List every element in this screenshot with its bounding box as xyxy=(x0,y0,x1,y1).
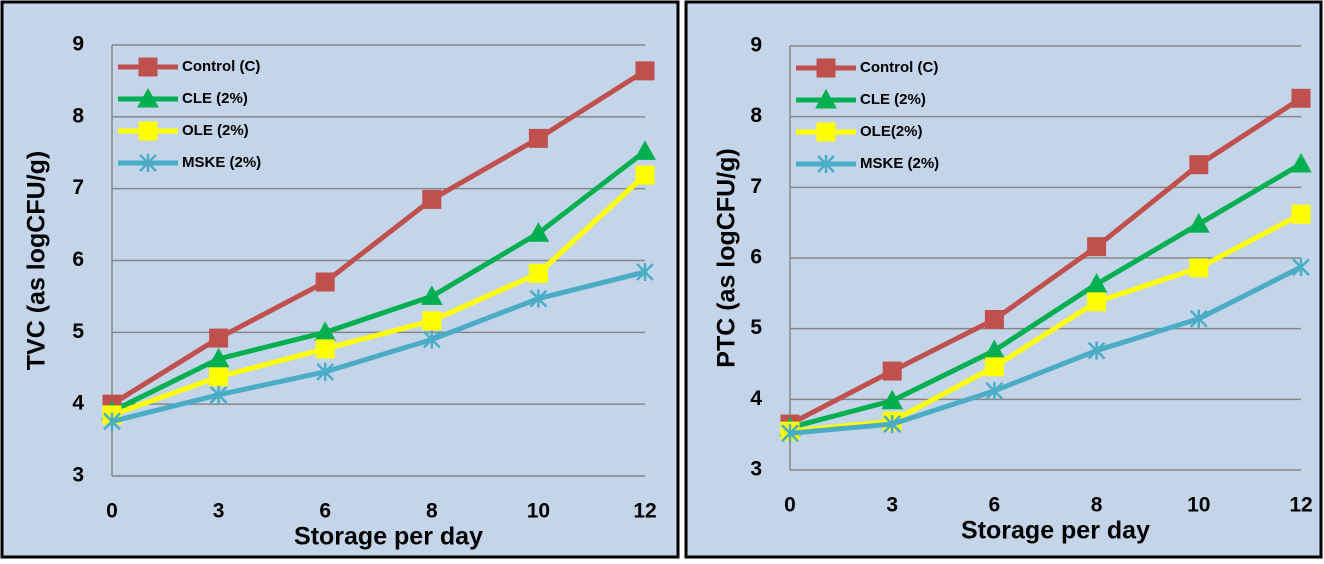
marker xyxy=(137,87,159,108)
legend-label: CLE (2%) xyxy=(860,91,926,108)
legend-label: OLE (2%) xyxy=(182,122,249,139)
x-tick-label: 0 xyxy=(784,494,796,517)
marker xyxy=(209,328,229,348)
y-tick-label: 4 xyxy=(72,392,84,415)
marker xyxy=(635,61,655,81)
legend-label: Control (C) xyxy=(182,58,260,75)
marker xyxy=(1087,237,1107,257)
x-tick-label: 10 xyxy=(1187,494,1210,517)
marker xyxy=(138,121,158,141)
x-tick-label: 6 xyxy=(319,500,331,523)
marker xyxy=(1087,292,1107,312)
marker xyxy=(422,330,441,349)
y-tick-label: 3 xyxy=(72,464,84,487)
marker xyxy=(422,311,442,331)
marker xyxy=(781,424,799,443)
marker xyxy=(209,367,229,387)
marker xyxy=(816,58,836,78)
x-tick-label: 0 xyxy=(106,500,118,523)
marker xyxy=(634,140,656,160)
y-tick-label: 6 xyxy=(72,248,84,271)
marker xyxy=(635,165,655,185)
x-tick-label: 8 xyxy=(1091,494,1103,517)
x-tick-label: 12 xyxy=(1289,494,1312,517)
marker xyxy=(1087,341,1106,360)
marker xyxy=(207,347,230,368)
y-tick-label: 9 xyxy=(72,33,84,56)
legend-label: Control (C) xyxy=(860,59,938,76)
marker xyxy=(528,128,548,148)
marker xyxy=(420,285,443,305)
marker xyxy=(1187,213,1210,233)
legend-label: MSKE (2%) xyxy=(182,154,261,171)
marker xyxy=(209,385,228,404)
marker xyxy=(1189,258,1209,278)
marker xyxy=(138,57,158,77)
marker xyxy=(1189,309,1208,328)
y-tick-label: 5 xyxy=(750,316,762,339)
marker xyxy=(984,309,1004,329)
y-tick-label: 6 xyxy=(750,246,762,269)
x-axis-title: Storage per day xyxy=(961,517,1150,545)
marker xyxy=(1292,258,1310,277)
series-line xyxy=(789,161,1303,431)
marker xyxy=(422,189,442,209)
series-line xyxy=(789,211,1303,434)
marker xyxy=(1085,273,1108,293)
marker xyxy=(883,415,902,434)
marker xyxy=(815,88,837,109)
x-axis-title: Storage per day xyxy=(294,523,483,551)
marker xyxy=(816,122,836,142)
series-line xyxy=(111,173,647,418)
y-tick-label: 8 xyxy=(750,104,762,127)
marker xyxy=(103,412,121,431)
marker xyxy=(881,389,904,410)
marker xyxy=(529,289,548,308)
series-line xyxy=(111,269,646,424)
marker xyxy=(315,339,335,359)
marker xyxy=(139,154,157,172)
x-tick-label: 10 xyxy=(527,500,550,523)
marker xyxy=(636,262,654,281)
y-tick-label: 7 xyxy=(750,175,762,198)
series-line xyxy=(789,264,1303,436)
panel-frame xyxy=(684,0,1323,559)
marker xyxy=(528,263,548,283)
series-line xyxy=(788,96,1303,427)
legend-label: CLE (2%) xyxy=(182,90,248,107)
marker xyxy=(817,155,835,173)
marker xyxy=(1291,88,1311,108)
y-tick-label: 9 xyxy=(750,34,762,57)
x-tick-label: 8 xyxy=(426,500,438,523)
y-axis-title: PTC (as logCFU/g) xyxy=(713,148,741,367)
marker xyxy=(316,362,335,381)
x-tick-label: 3 xyxy=(886,494,898,517)
x-tick-label: 6 xyxy=(989,494,1001,517)
series-line xyxy=(110,68,647,407)
x-tick-label: 3 xyxy=(213,500,225,523)
marker xyxy=(985,381,1004,400)
y-tick-label: 4 xyxy=(750,387,762,410)
panel-frame xyxy=(0,0,680,559)
marker xyxy=(1291,204,1311,224)
y-tick-label: 7 xyxy=(72,176,84,199)
marker xyxy=(1290,152,1312,173)
x-tick-label: 12 xyxy=(633,500,656,523)
marker xyxy=(882,361,902,381)
marker xyxy=(527,222,550,242)
series-line xyxy=(110,149,647,414)
legend-label: MSKE (2%) xyxy=(860,155,939,172)
marker xyxy=(984,357,1004,377)
legend-label: OLE(2%) xyxy=(860,123,923,140)
y-axis-title: TVC (as logCFU/g) xyxy=(23,151,51,370)
marker xyxy=(315,272,335,292)
marker xyxy=(1189,155,1209,175)
y-tick-label: 8 xyxy=(72,104,84,127)
y-tick-label: 3 xyxy=(750,458,762,481)
y-tick-label: 5 xyxy=(72,320,84,343)
